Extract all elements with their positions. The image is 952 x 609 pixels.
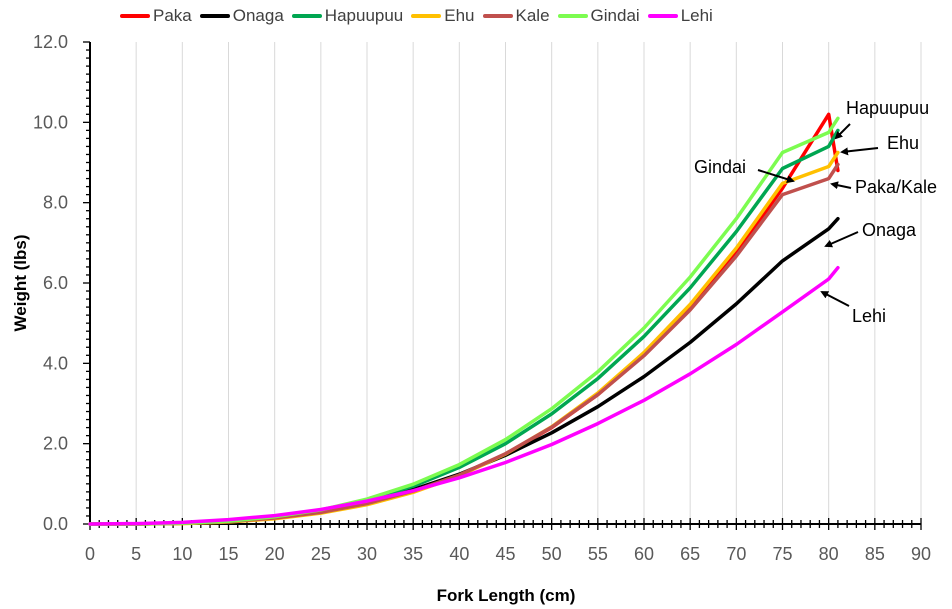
y-tick-label: 0.0 bbox=[43, 514, 68, 534]
axes bbox=[83, 41, 922, 530]
y-tick-label: 8.0 bbox=[43, 193, 68, 213]
legend-swatch-lehi bbox=[647, 14, 678, 18]
series-lines bbox=[88, 112, 840, 526]
x-tick-label: 50 bbox=[542, 544, 562, 564]
legend-label-onaga: Onaga bbox=[232, 6, 284, 25]
annotation-paka-kale-label: Paka/Kale bbox=[855, 177, 937, 197]
annotation-onaga-arrow bbox=[824, 231, 859, 248]
legend-swatch-ehu bbox=[411, 14, 442, 18]
y-tick-label: 10.0 bbox=[33, 112, 68, 132]
legend-swatch-kale bbox=[482, 14, 513, 18]
legend-item-paka: Paka bbox=[120, 6, 192, 26]
legend-item-hapuupuu: Hapuupuu bbox=[291, 6, 404, 26]
legend-label-paka: Paka bbox=[153, 6, 192, 25]
annotation-onaga-label: Onaga bbox=[862, 220, 917, 240]
annotation-gindai-label: Gindai bbox=[694, 157, 746, 177]
x-tick-label: 30 bbox=[357, 544, 377, 564]
series-line-ehu bbox=[88, 150, 840, 526]
legend-label-kale: Kale bbox=[515, 6, 550, 25]
legend-label-ehu: Ehu bbox=[444, 6, 475, 25]
x-tick-label: 70 bbox=[726, 544, 746, 564]
y-tick-label: 4.0 bbox=[43, 353, 68, 373]
legend-item-gindai: Gindai bbox=[557, 6, 640, 26]
x-tick-label: 40 bbox=[449, 544, 469, 564]
x-tick-label: 90 bbox=[911, 544, 931, 564]
annotation-hapuupuu-arrow bbox=[834, 123, 851, 140]
x-tick-label: 15 bbox=[218, 544, 238, 564]
x-tick-label: 85 bbox=[865, 544, 885, 564]
x-tick-label: 25 bbox=[311, 544, 331, 564]
x-tick-label: 65 bbox=[680, 544, 700, 564]
x-tick-label: 10 bbox=[172, 544, 192, 564]
legend-swatch-hapuupuu bbox=[291, 14, 322, 18]
legend-swatch-paka bbox=[120, 14, 150, 18]
annotation-ehu-label: Ehu bbox=[887, 133, 919, 153]
series-line-gindai bbox=[88, 116, 840, 526]
series-line-hapuupuu bbox=[88, 128, 840, 526]
x-tick-label: 55 bbox=[588, 544, 608, 564]
annotation-ehu-arrow bbox=[840, 147, 879, 156]
annotation-gindai-arrow bbox=[757, 169, 795, 184]
legend-swatch-gindai bbox=[557, 14, 588, 18]
x-tick-label: 45 bbox=[495, 544, 515, 564]
y-axis-title: Weight (lbs) bbox=[11, 235, 30, 332]
annotation-lehi-label: Lehi bbox=[852, 306, 886, 326]
x-tick-label: 75 bbox=[772, 544, 792, 564]
y-tick-label: 2.0 bbox=[43, 434, 68, 454]
tick-labels: 0 5 10 15 20 25 30 35 40 45 50 55 60 65 70 75 80 85 90 0.0 2… bbox=[33, 32, 931, 564]
annotations: Hapuupuu Ehu Paka/Kale Onaga Lehi Gindai bbox=[694, 98, 937, 326]
annotation-lehi-arrow bbox=[820, 291, 850, 307]
legend-label-hapuupuu: Hapuupuu bbox=[324, 6, 404, 25]
legend-label-lehi: Lehi bbox=[680, 6, 713, 25]
x-tick-label: 5 bbox=[131, 544, 141, 564]
x-tick-label: 60 bbox=[634, 544, 654, 564]
series-line-kale bbox=[88, 162, 840, 526]
x-axis-title: Fork Length (cm) bbox=[437, 586, 576, 605]
series-line-lehi bbox=[88, 265, 840, 526]
legend-swatch-onaga bbox=[199, 14, 230, 18]
y-tick-label: 6.0 bbox=[43, 273, 68, 293]
annotation-hapuupuu-label: Hapuupuu bbox=[846, 98, 929, 118]
x-tick-label: 35 bbox=[403, 544, 423, 564]
x-tick-label: 80 bbox=[819, 544, 839, 564]
x-tick-label: 0 bbox=[85, 544, 95, 564]
y-tick-label: 12.0 bbox=[33, 32, 68, 52]
legend-item-ehu: Ehu bbox=[411, 6, 475, 26]
legend-item-lehi: Lehi bbox=[647, 6, 713, 26]
x-tick-label: 20 bbox=[265, 544, 285, 564]
legend: Paka Onaga Hapuupuu Ehu Kale Gindai Lehi bbox=[120, 4, 713, 28]
annotation-paka-kale-arrow bbox=[830, 181, 852, 190]
legend-label-gindai: Gindai bbox=[590, 6, 640, 25]
legend-item-kale: Kale bbox=[482, 6, 550, 26]
legend-item-onaga: Onaga bbox=[199, 6, 284, 26]
